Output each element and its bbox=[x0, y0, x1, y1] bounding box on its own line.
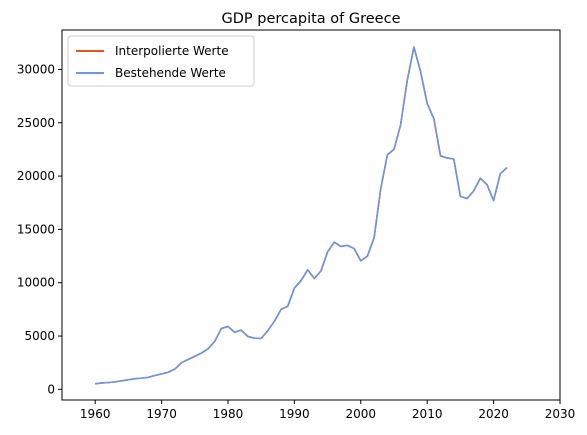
y-tick-label: 20000 bbox=[17, 169, 55, 183]
legend-label-interpolated: Interpolierte Werte bbox=[115, 44, 229, 58]
series-layer bbox=[95, 46, 508, 385]
y-tick-label: 30000 bbox=[17, 62, 55, 76]
y-axis-ticks: 0 5000 10000 15000 20000 25000 30000 bbox=[17, 62, 62, 396]
x-tick-label: 1970 bbox=[146, 407, 177, 421]
x-tick-label: 2030 bbox=[545, 407, 576, 421]
series-line-existing bbox=[95, 46, 508, 385]
x-tick-label: 1990 bbox=[279, 407, 310, 421]
legend-box bbox=[67, 35, 255, 87]
x-tick-label: 2010 bbox=[412, 407, 443, 421]
y-tick-label: 5000 bbox=[24, 329, 55, 343]
y-tick-label: 25000 bbox=[17, 116, 55, 130]
y-tick-label: 10000 bbox=[17, 276, 55, 290]
y-tick-label: 15000 bbox=[17, 222, 55, 236]
x-tick-label: 2000 bbox=[346, 407, 377, 421]
legend: Interpolierte Werte Bestehende Werte bbox=[67, 35, 255, 87]
chart-title: GDP percapita of Greece bbox=[222, 11, 401, 27]
x-axis-ticks: 1960 1970 1980 1990 2000 2010 2020 2030 bbox=[80, 400, 575, 421]
y-tick-label: 0 bbox=[47, 382, 55, 396]
legend-label-existing: Bestehende Werte bbox=[115, 66, 226, 80]
x-tick-label: 1980 bbox=[213, 407, 244, 421]
x-tick-label: 1960 bbox=[80, 407, 111, 421]
x-tick-label: 2020 bbox=[478, 407, 509, 421]
plot-frame bbox=[61, 29, 561, 401]
series-line-interpolated bbox=[95, 46, 508, 385]
